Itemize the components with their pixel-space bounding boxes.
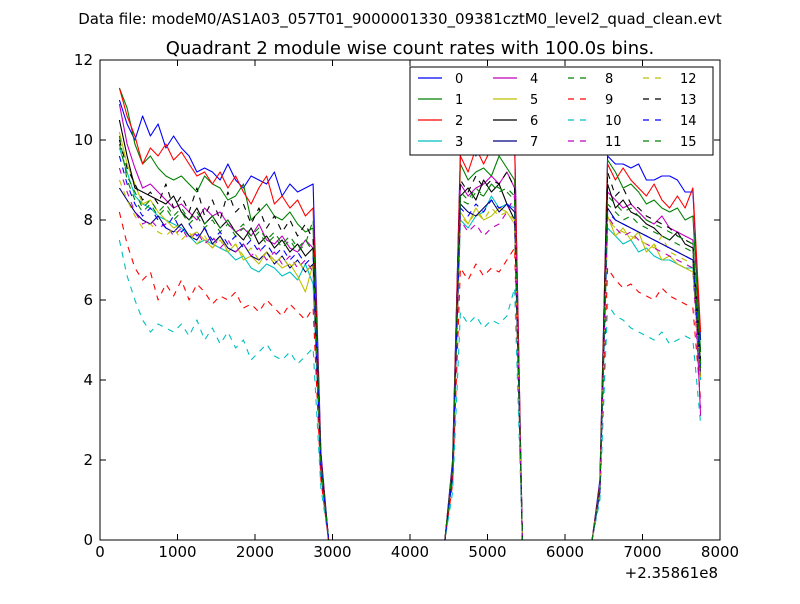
- series-line-7: [118, 187, 702, 540]
- legend-entry-10: 10: [568, 114, 622, 129]
- x-tick-label: 4000: [391, 543, 429, 561]
- x-axis: 0 1000 2000 3000 4000 5000 6000 7000 8000: [95, 60, 739, 561]
- legend-entry-0: 0: [418, 72, 463, 87]
- series-line-3: [118, 147, 702, 540]
- y-tick-label: 12: [74, 51, 93, 69]
- series-line-14: [118, 155, 702, 540]
- legend-label: 15: [680, 135, 697, 150]
- legend-entry-6: 6: [493, 114, 538, 129]
- legend-entry-14: 14: [643, 114, 697, 129]
- x-tick-label: 8000: [701, 543, 739, 561]
- series-line-11: [118, 167, 702, 540]
- y-tick-label: 2: [83, 451, 93, 469]
- legend-label: 10: [605, 114, 622, 129]
- legend-entry-13: 13: [643, 93, 697, 108]
- legend-entry-1: 1: [418, 93, 463, 108]
- legend-entry-5: 5: [493, 93, 538, 108]
- y-tick-label: 0: [83, 531, 93, 549]
- y-tick-label: 6: [83, 291, 93, 309]
- series-line-12: [118, 179, 702, 540]
- x-tick-label: 2000: [236, 543, 274, 561]
- figure-suptitle: Data file: modeM0/AS1A03_057T01_90000013…: [78, 10, 722, 29]
- legend-entry-7: 7: [493, 135, 538, 150]
- series-line-10: [118, 239, 702, 540]
- x-offset-label: +2.35861e8: [625, 564, 718, 582]
- x-tick-label: 6000: [546, 543, 584, 561]
- legend-label: 3: [455, 135, 463, 150]
- x-tick-label: 7000: [623, 543, 661, 561]
- legend-label: 6: [530, 114, 538, 129]
- series-line-13: [118, 139, 702, 540]
- legend-entry-9: 9: [568, 93, 613, 108]
- series-layer: [118, 87, 702, 540]
- series-line-2: [118, 87, 702, 540]
- series-line-0: [118, 99, 702, 540]
- legend-entry-11: 11: [568, 135, 622, 150]
- series-line-8: [118, 135, 702, 540]
- y-tick-label: 10: [74, 131, 93, 149]
- y-tick-label: 4: [83, 371, 93, 389]
- legend-label: 5: [530, 93, 538, 108]
- legend-label: 11: [605, 135, 622, 150]
- legend-label: 0: [455, 72, 463, 87]
- legend-entry-8: 8: [568, 72, 613, 87]
- legend-label: 13: [680, 93, 697, 108]
- legend-label: 8: [605, 72, 613, 87]
- series-line-4: [118, 103, 702, 540]
- legend-label: 9: [605, 93, 613, 108]
- x-tick-label: 3000: [313, 543, 351, 561]
- series-line-5: [118, 131, 702, 540]
- legend-label: 12: [680, 72, 697, 87]
- series-line-9: [118, 211, 702, 540]
- legend-label: 4: [530, 72, 538, 87]
- series-line-1: [118, 87, 702, 540]
- legend-entry-12: 12: [643, 72, 697, 87]
- legend-label: 2: [455, 114, 463, 129]
- x-tick-label: 5000: [468, 543, 506, 561]
- legend-label: 14: [680, 114, 697, 129]
- legend-entry-15: 15: [643, 135, 697, 150]
- chart-title: Quadrant 2 module wise count rates with …: [166, 38, 655, 59]
- legend-entry-3: 3: [418, 135, 463, 150]
- x-tick-label: 0: [95, 543, 105, 561]
- x-tick-label: 1000: [158, 543, 196, 561]
- legend-frame: [409, 66, 714, 156]
- y-tick-label: 8: [83, 211, 93, 229]
- legend-entry-2: 2: [418, 114, 463, 129]
- legend-label: 1: [455, 93, 463, 108]
- legend-entry-4: 4: [493, 72, 538, 87]
- legend-label: 7: [530, 135, 538, 150]
- series-line-15: [118, 143, 702, 540]
